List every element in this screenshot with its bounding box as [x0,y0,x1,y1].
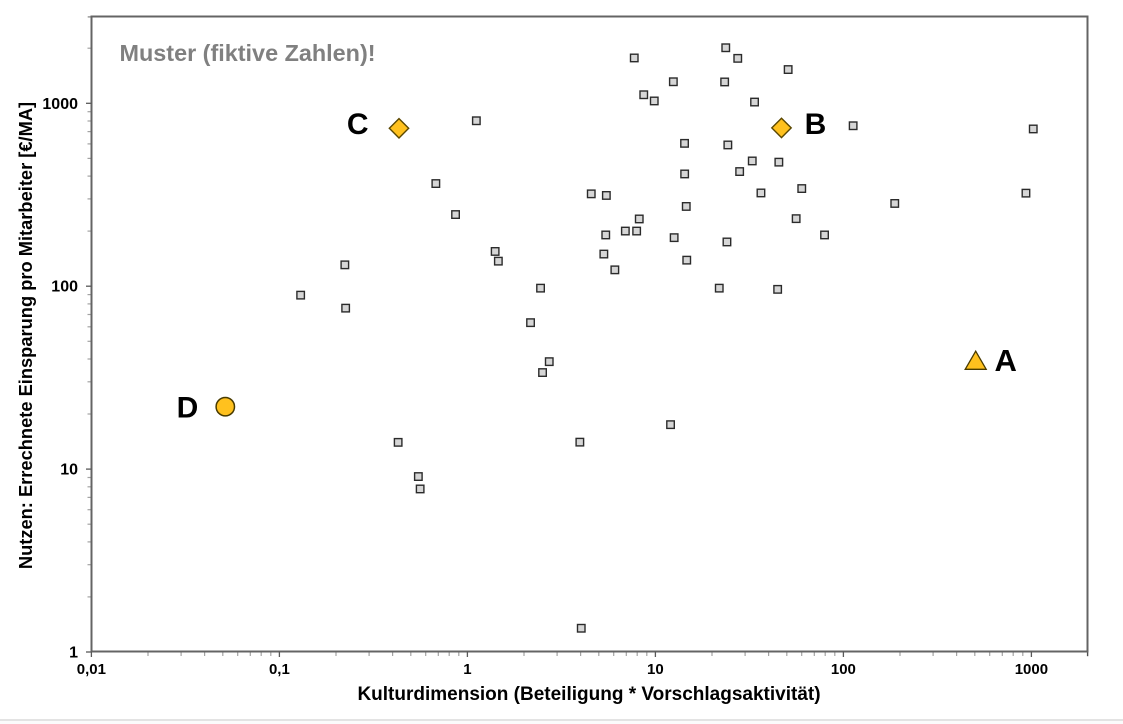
svg-text:Nutzen: Errechnete Einsparung: Nutzen: Errechnete Einsparung pro Mitarb… [15,102,36,569]
svg-text:1: 1 [463,661,471,678]
svg-text:A: A [995,343,1017,378]
svg-text:1000: 1000 [42,96,78,113]
svg-text:1000: 1000 [1015,661,1048,678]
svg-text:Kulturdimension (Beteiligung *: Kulturdimension (Beteiligung * Vorschlag… [357,684,820,705]
svg-text:1: 1 [69,645,78,662]
svg-text:Muster (fiktive Zahlen)!: Muster (fiktive Zahlen)! [120,40,376,66]
svg-text:100: 100 [51,279,78,296]
svg-text:100: 100 [831,661,856,678]
svg-text:10: 10 [647,661,664,678]
svg-text:0,1: 0,1 [269,661,290,678]
svg-text:B: B [805,108,827,141]
svg-text:C: C [347,108,369,141]
svg-text:D: D [177,392,199,425]
svg-text:0,01: 0,01 [77,661,106,678]
svg-text:10: 10 [60,462,78,479]
